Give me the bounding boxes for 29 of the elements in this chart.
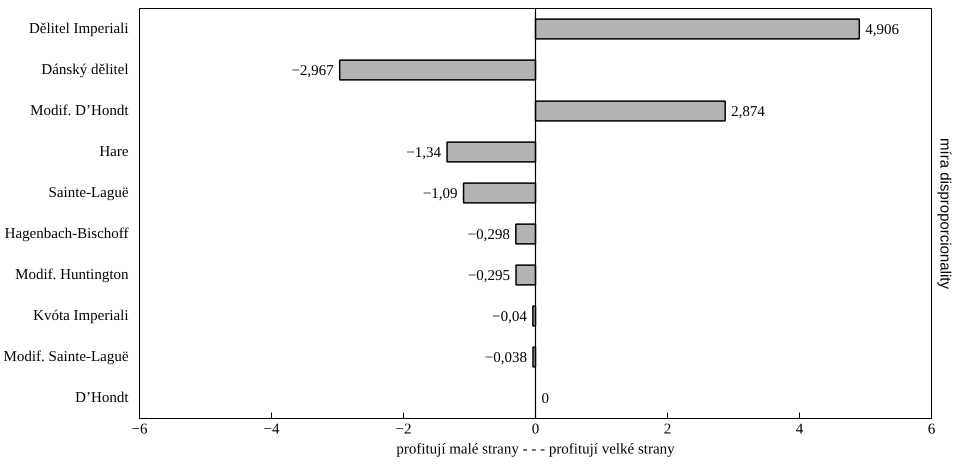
data-label: 2,874 <box>731 104 766 120</box>
x-tick-label: −4 <box>264 422 280 438</box>
x-tick-label: 0 <box>532 422 540 438</box>
data-label: −0,295 <box>468 268 510 284</box>
y-tick-label: Sainte-Laguë <box>48 185 129 201</box>
data-label: −0,298 <box>468 227 510 243</box>
y-tick-label: D’Hondt <box>75 390 130 406</box>
data-label: 0 <box>542 391 549 407</box>
y-tick-label: Kvóta Imperiali <box>33 308 129 324</box>
y-tick-label: Modif. Huntington <box>15 267 129 283</box>
data-label: −0,04 <box>492 309 528 325</box>
y-axis-title: míra disproporcionality <box>936 138 954 290</box>
x-tick-label: 4 <box>796 422 804 438</box>
y-tick-label: Modif. Sainte-Laguë <box>4 349 129 365</box>
x-tick-label: −2 <box>396 422 412 438</box>
data-label: −1,34 <box>406 145 442 161</box>
data-label: −0,038 <box>484 350 527 366</box>
data-label: 4,906 <box>865 22 900 38</box>
data-label: −1,09 <box>422 186 458 202</box>
x-tick-label: 6 <box>928 422 936 438</box>
data-label: −2,967 <box>291 63 334 79</box>
x-tick-label: 2 <box>664 422 672 438</box>
x-tick-label: −6 <box>132 422 148 438</box>
y-tick-label: Modif. D’Hondt <box>30 103 130 119</box>
y-tick-label: Dánský dělitel <box>41 62 129 78</box>
y-tick-label: Hare <box>99 144 129 160</box>
y-tick-label: Hagenbach-Bischoff <box>4 226 129 242</box>
x-axis-title: profitují malé strany - - - profitují velké strany <box>396 442 676 458</box>
y-tick-label: Dělitel Imperiali <box>28 21 129 37</box>
